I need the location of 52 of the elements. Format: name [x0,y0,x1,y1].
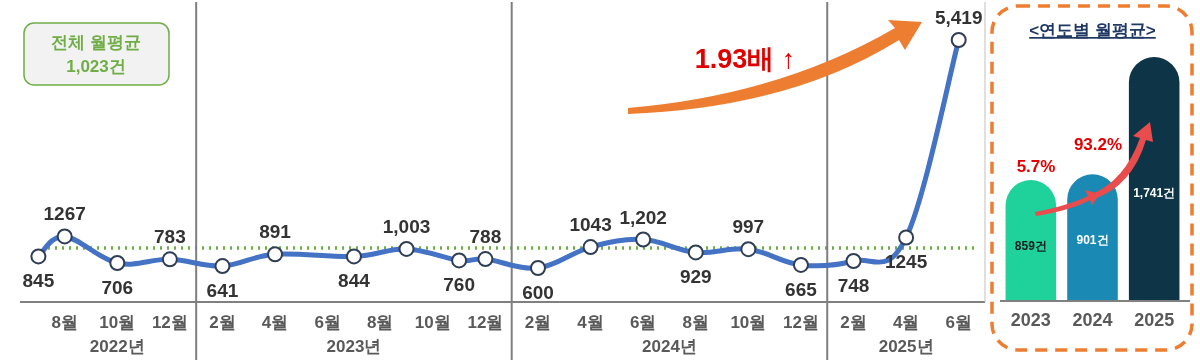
data-label: 665 [785,278,818,300]
x-tick-label: 2023 [1010,310,1051,330]
x-tick-label: 2월 [524,313,552,332]
x-tick-label: 2월 [209,313,236,332]
x-tick-label: 10월 [99,313,136,332]
x-tick-label: 12월 [151,313,188,332]
chart-title: <연도별 월평균> [1029,21,1156,40]
x-tick-label: 2024 [1072,310,1113,330]
text: 2024년 [642,337,697,356]
text: 2025년 [878,337,934,356]
data-label: 1267 [43,203,86,225]
x-tick-label: 6월 [945,313,972,332]
data-label: 1,003 [382,215,431,237]
data-label: 844 [338,270,371,292]
x-tick-label: 4월 [577,313,604,332]
data-label: 5,419 [934,7,983,28]
x-tick-label: 4월 [261,313,289,332]
x-tick-label: 2025 [1134,310,1175,330]
x-tick-label: 8월 [51,313,78,332]
data-label: 788 [469,226,502,248]
ref-line-label: 전체 월평균 1,023건 [51,33,141,76]
x-tick-label: 2월 [840,313,867,332]
x-tick-label: 8월 [367,313,394,332]
data-label: 760 [443,274,475,296]
x-tick-label: 8월 [682,313,709,332]
data-label: 997 [732,216,765,238]
data-label: 859건 [1014,239,1047,254]
x-tick-label: 6월 [629,313,657,332]
text: 2023년 [326,337,382,356]
x-tick-label: 10월 [414,313,451,332]
data-label: 783 [154,226,186,248]
x-tick-label: 10월 [730,313,767,332]
data-label: 706 [101,276,134,298]
x-tick-label: 12월 [467,313,504,332]
data-label: 845 [22,270,55,292]
data-label: 641 [206,280,239,302]
annotation: 93.2% [1073,135,1123,154]
data-label: 901건 [1076,233,1109,248]
text: 2022년 [89,337,145,356]
annotation: 1.93배 ↑ [694,44,796,74]
data-label: 1043 [569,214,612,236]
data-label: 748 [837,275,870,296]
data-label: 600 [522,282,554,303]
data-label: 1,741건 [1133,186,1176,200]
data-label: 1,202 [619,206,667,228]
data-label: 891 [259,221,292,243]
x-tick-label: 4월 [892,313,920,332]
data-label: 1245 [884,251,928,273]
annotation: 5.7% [1016,157,1056,176]
x-tick-label: 12월 [782,313,819,332]
x-tick-label: 6월 [314,313,341,332]
data-label: 929 [679,266,712,288]
